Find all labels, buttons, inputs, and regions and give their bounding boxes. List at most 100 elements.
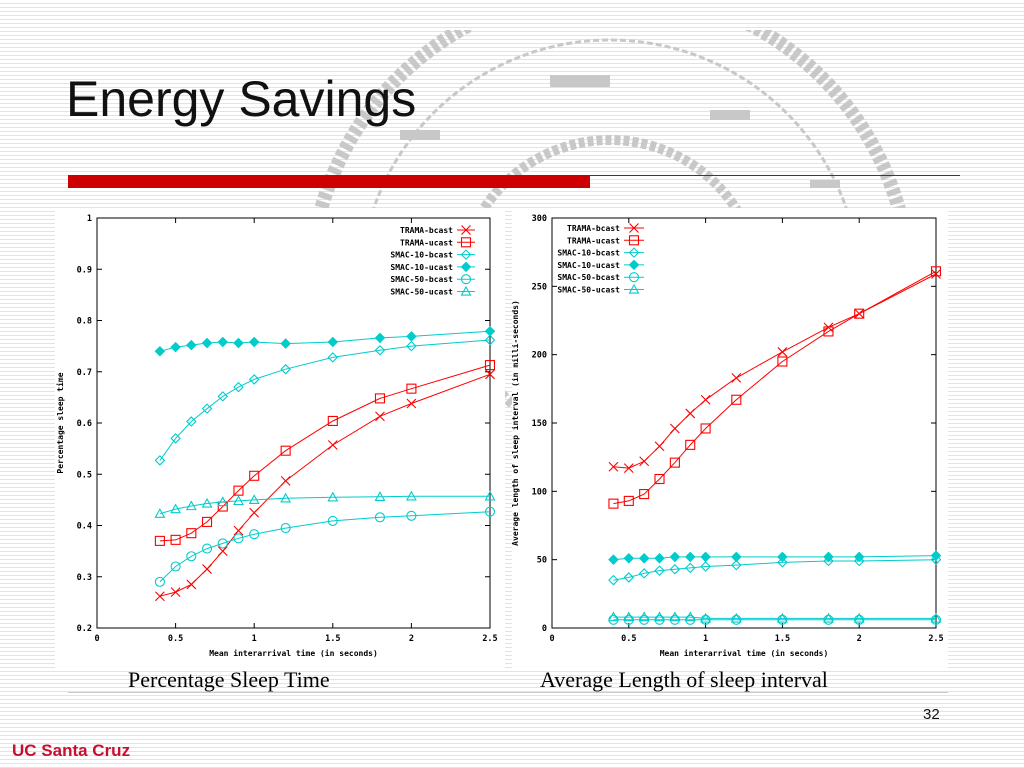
- chart-0-axes: 0.2 0.3 0.4 0.5 0.6 0.7 0.8 0.9 1 0 0.5 1 1.5 2 2.5 Mea…: [55, 214, 498, 658]
- chart-0-point-smac-10-bcast: [327, 352, 339, 363]
- chart-0-point-smac-10-bcast: [217, 391, 229, 402]
- chart-0-point-trama-bcast: [375, 411, 385, 422]
- chart-1-point-smac-10-ucast: [777, 551, 788, 563]
- chart-1-point-trama-bcast: [685, 408, 696, 419]
- chart-0-point-smac-10-ucast: [374, 332, 386, 344]
- chart-0-y-tick-label: 0.5: [77, 470, 92, 480]
- chart-1-line-smac-10-bcast: [613, 559, 937, 581]
- chart-1-point-smac-10-ucast: [638, 553, 650, 564]
- chart-1-point-trama-bcast: [777, 347, 788, 357]
- chart-1-point-trama-ucast: [823, 326, 834, 337]
- title-underline-bar: [68, 175, 590, 188]
- chart-1-legend-marker-trama-bcast: [629, 223, 639, 233]
- chart-0-y-tick-label: 0.3: [77, 573, 92, 583]
- chart-1-point-smac-10-bcast: [853, 555, 865, 567]
- chart-right-caption: Average Length of sleep interval: [540, 667, 828, 692]
- chart-0-point-smac-10-ucast: [406, 331, 417, 342]
- chart-0-point-trama-ucast: [170, 534, 181, 545]
- chart-1-point-trama-bcast: [639, 456, 650, 467]
- chart-0-legend-label-smac-50-ucast: SMAC-50-ucast: [390, 288, 453, 297]
- chart-1-point-trama-bcast: [731, 373, 742, 383]
- chart-0-point-smac-50-bcast: [186, 551, 197, 562]
- chart-1-point-smac-50-bcast: [854, 614, 865, 625]
- chart-right-svg: 0 50 100 150 200 250 300 0 0.5 1 1.5 2 2.5 Mean inter…: [510, 214, 944, 658]
- chart-1-x-tick-label: 2.5: [928, 634, 943, 644]
- chart-0-point-smac-50-ucast: [248, 494, 260, 505]
- chart-0-point-smac-50-bcast: [170, 561, 181, 572]
- chart-1-point-smac-50-bcast: [777, 614, 788, 625]
- chart-1-point-smac-50-ucast: [730, 612, 742, 623]
- chart-0-point-smac-10-bcast: [374, 344, 386, 356]
- chart-0-point-smac-10-ucast: [233, 337, 244, 349]
- chart-0-y-tick-label: 0.2: [77, 624, 92, 634]
- chart-0-point-trama-bcast: [233, 525, 244, 536]
- chart-1-point-smac-10-ucast: [669, 551, 681, 563]
- page-number: 32: [923, 706, 940, 723]
- chart-1-x-tick-label: 1.5: [775, 634, 790, 644]
- chart-1-point-smac-10-bcast: [638, 568, 650, 579]
- chart-1-legend-marker-smac-10-bcast: [628, 247, 640, 258]
- chart-0-x-axis-label: Mean interarrival time (in seconds): [209, 648, 378, 658]
- chart-1-point-trama-bcast: [654, 441, 665, 452]
- chart-0-point-smac-50-bcast: [280, 523, 291, 534]
- chart-1-point-smac-10-bcast: [608, 574, 619, 586]
- chart-0-point-smac-50-ucast: [201, 497, 213, 508]
- chart-1-legend-marker-smac-50-bcast: [628, 272, 640, 283]
- chart-0-point-trama-bcast: [280, 476, 291, 486]
- chart-0-line-smac-50-bcast: [159, 511, 491, 583]
- chart-0-x-tick-label: 1.5: [325, 634, 340, 644]
- chart-1-point-smac-50-ucast: [638, 611, 650, 622]
- chart-1-point-smac-10-ucast: [930, 550, 942, 561]
- chart-0-point-smac-50-ucast: [405, 490, 417, 501]
- chart-0-point-smac-10-ucast: [170, 341, 181, 353]
- chart-0-legend-marker-smac-50-ucast: [460, 285, 472, 296]
- chart-1-point-smac-50-bcast: [930, 614, 942, 625]
- chart-1-point-smac-50-ucast: [776, 612, 788, 623]
- chart-0-point-trama-ucast: [280, 445, 291, 456]
- chart-1-line-trama-bcast: [613, 273, 937, 469]
- chart-0-point-smac-10-bcast: [186, 416, 197, 427]
- chart-0-series-trama-bcast: [154, 369, 495, 602]
- footer-rule: [68, 692, 948, 693]
- chart-1-point-smac-10-bcast: [669, 563, 681, 575]
- chart-1-legend-marker-smac-50-ucast: [628, 283, 640, 294]
- slide-title: Energy Savings: [66, 71, 417, 127]
- chart-1-x-tick-label: 1: [703, 634, 708, 644]
- chart-0-y-tick-label: 0.4: [77, 522, 92, 532]
- chart-0-point-trama-ucast: [233, 485, 244, 496]
- chart-1-point-smac-50-bcast: [700, 614, 711, 625]
- chart-1-point-smac-50-ucast: [654, 611, 665, 622]
- chart-1-point-smac-50-ucast: [608, 611, 619, 622]
- chart-1-legend-label-smac-10-ucast: SMAC-10-ucast: [557, 261, 620, 270]
- chart-0-line-smac-50-ucast: [159, 495, 490, 515]
- chart-1-point-smac-10-ucast: [700, 551, 711, 563]
- chart-0-point-smac-10-bcast: [484, 334, 496, 346]
- chart-average-sleep-interval: 0 50 100 150 200 250 300 0 0.5 1 1.5 2 2.5 Mean inter…: [510, 208, 948, 670]
- chart-0-point-smac-50-ucast: [374, 491, 386, 501]
- chart-0-series-smac-10-ucast: [154, 325, 496, 357]
- chart-1-point-smac-10-bcast: [654, 565, 665, 576]
- chart-0-point-smac-10-bcast: [248, 374, 260, 385]
- chart-0-point-smac-50-ucast: [280, 492, 292, 503]
- chart-0-point-trama-ucast: [201, 516, 213, 527]
- chart-1-point-trama-ucast: [608, 498, 619, 509]
- chart-0-y-tick-label: 0.9: [77, 265, 92, 275]
- chart-0-point-smac-10-bcast: [406, 340, 417, 352]
- chart-1-y-tick-label: 250: [532, 282, 547, 292]
- chart-0-y-tick-label: 0.7: [77, 368, 92, 378]
- chart-1-point-trama-bcast: [669, 423, 680, 434]
- chart-0-point-smac-50-bcast: [249, 529, 260, 540]
- chart-0-point-smac-50-ucast: [233, 495, 244, 506]
- chart-0-point-smac-50-bcast: [154, 576, 165, 587]
- chart-1-point-trama-ucast: [854, 308, 865, 319]
- chart-1-y-tick-label: 150: [532, 419, 547, 429]
- chart-0-point-trama-ucast: [154, 535, 165, 546]
- chart-1-y-axis-label: Average length of sleep interval (in mil…: [512, 300, 520, 546]
- chart-1-point-smac-10-bcast: [930, 554, 942, 565]
- chart-1-y-tick-label: 300: [532, 214, 547, 224]
- chart-1-legend-label-smac-50-ucast: SMAC-50-ucast: [557, 286, 620, 295]
- chart-0-legend-marker-smac-50-bcast: [460, 274, 472, 285]
- chart-1-point-smac-50-bcast: [731, 614, 742, 625]
- chart-0-series-smac-10-bcast: [154, 334, 496, 466]
- chart-0-point-smac-10-ucast: [248, 336, 260, 348]
